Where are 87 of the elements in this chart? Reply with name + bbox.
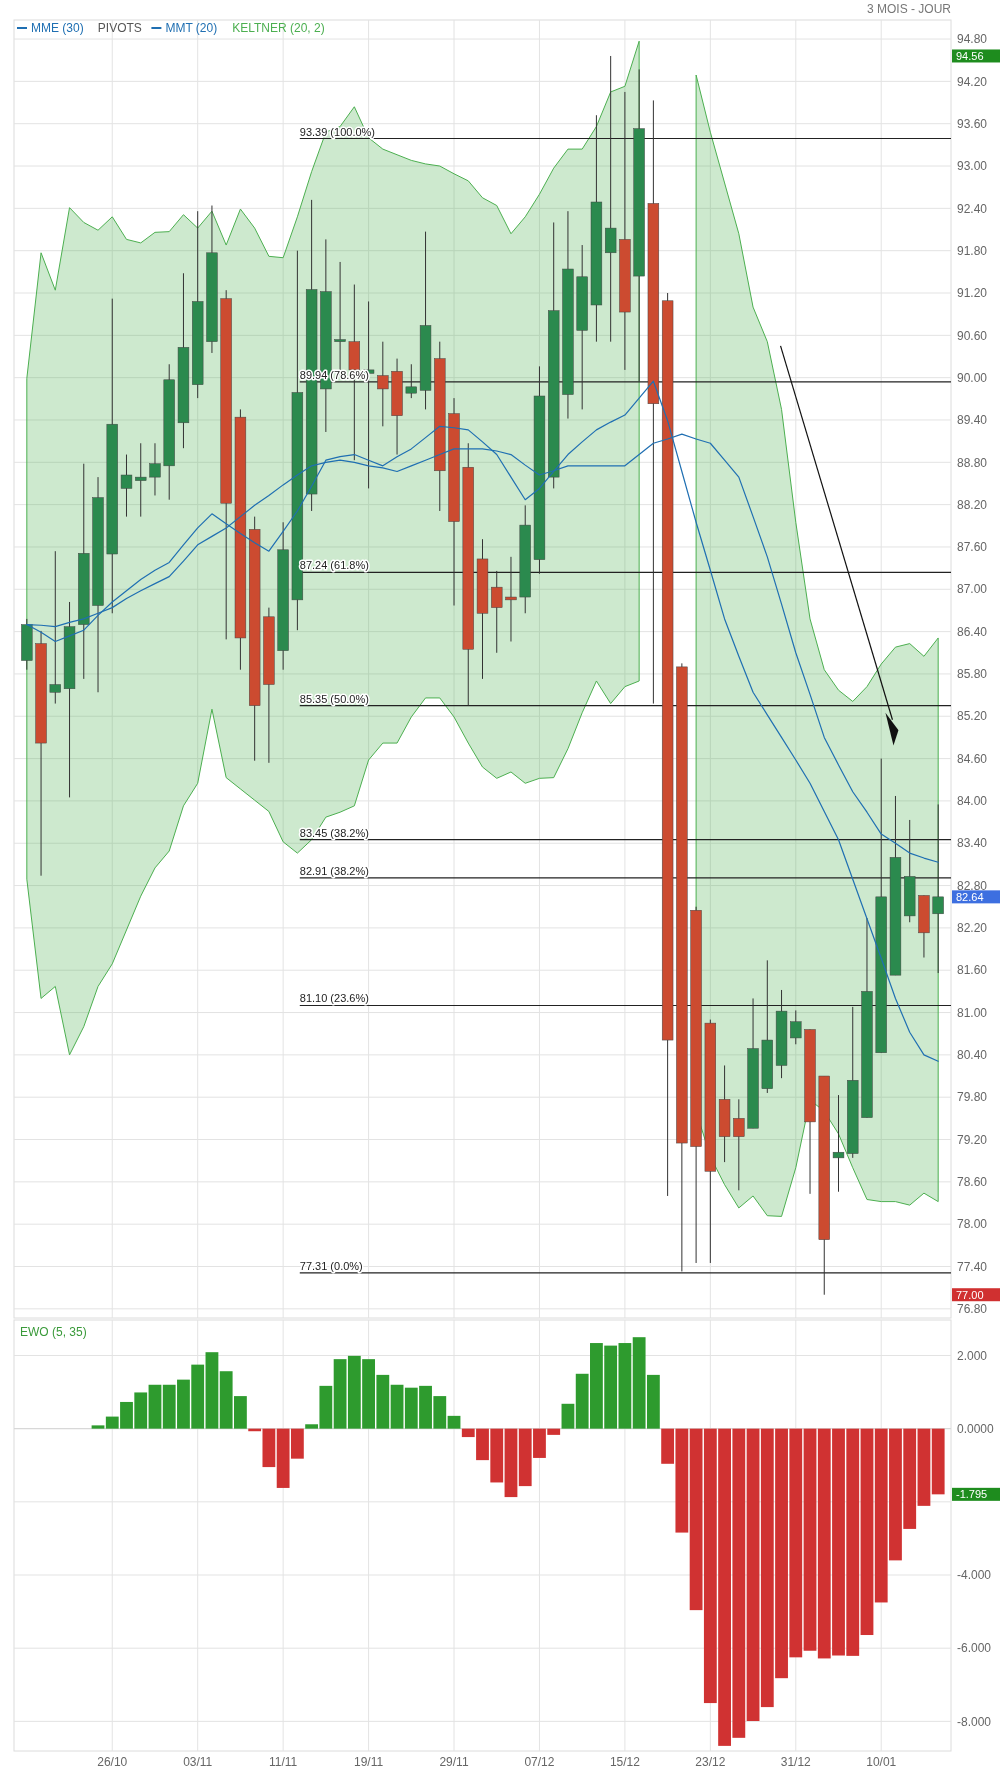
y-tick-label: 84.60 bbox=[957, 751, 988, 766]
chart-subtitle: 3 MOIS - JOUR bbox=[866, 2, 952, 16]
x-tick-label: 03/11 bbox=[183, 1755, 213, 1769]
candlestick bbox=[120, 454, 133, 518]
x-tick-label: 23/12 bbox=[695, 1755, 726, 1769]
y-tick-label: 81.60 bbox=[957, 963, 988, 978]
y-tick-label: 87.00 bbox=[957, 582, 988, 597]
y-tick-label: 81.00 bbox=[957, 1005, 988, 1020]
y-tick-label: 77.00 bbox=[956, 1288, 984, 1301]
ref-line-label: 82.91 (38.2%) bbox=[299, 864, 369, 877]
y-tick-label: 89.40 bbox=[957, 413, 988, 428]
y-tick-label: -6.000 bbox=[957, 1641, 992, 1656]
y-tick-label: 82.64 bbox=[956, 890, 984, 903]
y-tick-label: -1.795 bbox=[956, 1488, 988, 1501]
y-tick-label: 94.20 bbox=[957, 74, 988, 89]
y-tick-label: -8.000 bbox=[957, 1714, 992, 1729]
x-tick-label: 19/11 bbox=[354, 1755, 384, 1769]
y-tick-label: 80.40 bbox=[957, 1048, 988, 1063]
x-tick-label: 26/10 bbox=[97, 1755, 128, 1769]
x-tick-label: 11/11 bbox=[269, 1755, 298, 1769]
annotation: KELTNER (20, 2) bbox=[232, 21, 325, 35]
legend-label: MMT (20) bbox=[165, 21, 218, 35]
candlestick bbox=[49, 550, 61, 705]
annotation: PIVOTS bbox=[97, 21, 142, 35]
x-tick-label: 31/12 bbox=[780, 1755, 812, 1769]
y-tick-label: 76.80 bbox=[957, 1302, 988, 1317]
bar bbox=[860, 1428, 874, 1636]
y-tick-label: 93.00 bbox=[957, 159, 988, 174]
bar bbox=[561, 1403, 575, 1429]
y-tick-label: 94.56 bbox=[956, 49, 984, 62]
y-tick-label: 79.20 bbox=[957, 1132, 988, 1147]
x-tick-label: 29/11 bbox=[439, 1755, 469, 1769]
x-tick-label: 10/01 bbox=[866, 1755, 897, 1769]
bar bbox=[917, 1428, 931, 1506]
y-tick-label: 85.20 bbox=[957, 709, 988, 724]
candlestick bbox=[790, 1009, 802, 1045]
legend-label: MME (30) bbox=[31, 21, 84, 35]
y-tick-label: 88.80 bbox=[957, 455, 988, 470]
ref-line-label: 85.35 (50.0%) bbox=[299, 692, 369, 705]
y-tick-label: 77.40 bbox=[957, 1259, 988, 1274]
bar bbox=[390, 1384, 404, 1429]
x-tick-label: 15/12 bbox=[609, 1755, 641, 1769]
y-tick-label: 86.40 bbox=[957, 624, 988, 639]
y-tick-label: 88.20 bbox=[957, 497, 988, 512]
y-tick-label: 87.60 bbox=[957, 540, 988, 555]
y-tick-label: 2.000 bbox=[957, 1348, 988, 1363]
candlestick bbox=[733, 1098, 745, 1191]
y-tick-label: 85.80 bbox=[957, 667, 988, 682]
y-tick-label: 82.80 bbox=[957, 878, 988, 893]
bar bbox=[447, 1415, 461, 1429]
candlestick bbox=[505, 556, 517, 642]
bar bbox=[746, 1428, 760, 1721]
y-tick-label: 91.80 bbox=[957, 243, 988, 258]
ref-line-label: 83.45 (38.2%) bbox=[299, 826, 369, 839]
y-tick-label: 0.0000 bbox=[957, 1421, 995, 1436]
text: EWO (5, 35) bbox=[20, 1325, 87, 1339]
x-tick-label: 07/12 bbox=[524, 1755, 555, 1769]
bar bbox=[803, 1428, 817, 1651]
y-tick-label: 84.00 bbox=[957, 794, 988, 809]
bar bbox=[205, 1352, 219, 1429]
bar bbox=[931, 1428, 945, 1495]
ref-line-label: 93.39 (100.0%) bbox=[299, 125, 375, 138]
y-tick-label: 94.80 bbox=[957, 32, 988, 47]
candlestick bbox=[605, 55, 617, 343]
candlestick bbox=[149, 442, 161, 496]
y-tick-label: 91.20 bbox=[957, 286, 988, 301]
candlestick bbox=[832, 1094, 845, 1193]
bar bbox=[148, 1384, 162, 1429]
y-tick-label: 79.80 bbox=[957, 1090, 988, 1105]
y-tick-label: 90.60 bbox=[957, 328, 988, 343]
y-tick-label: 82.20 bbox=[957, 921, 988, 936]
y-tick-label: 92.40 bbox=[957, 201, 988, 216]
candlestick bbox=[377, 341, 389, 427]
y-tick-label: 78.60 bbox=[957, 1175, 988, 1190]
y-tick-label: 78.00 bbox=[957, 1217, 988, 1232]
bar bbox=[91, 1425, 105, 1429]
y-tick-label: -4.000 bbox=[957, 1568, 992, 1583]
y-tick-label: 93.60 bbox=[957, 116, 988, 131]
bar bbox=[504, 1428, 518, 1498]
candlestick bbox=[491, 570, 503, 654]
ref-line-label: 77.31 (0.0%) bbox=[299, 1259, 363, 1272]
y-tick-label: 83.40 bbox=[957, 836, 988, 851]
y-tick-label: 90.00 bbox=[957, 370, 988, 385]
candlestick bbox=[405, 363, 417, 399]
candlestick bbox=[932, 803, 944, 974]
candlestick bbox=[135, 442, 147, 518]
ref-line-label: 81.10 (23.6%) bbox=[299, 992, 369, 1005]
